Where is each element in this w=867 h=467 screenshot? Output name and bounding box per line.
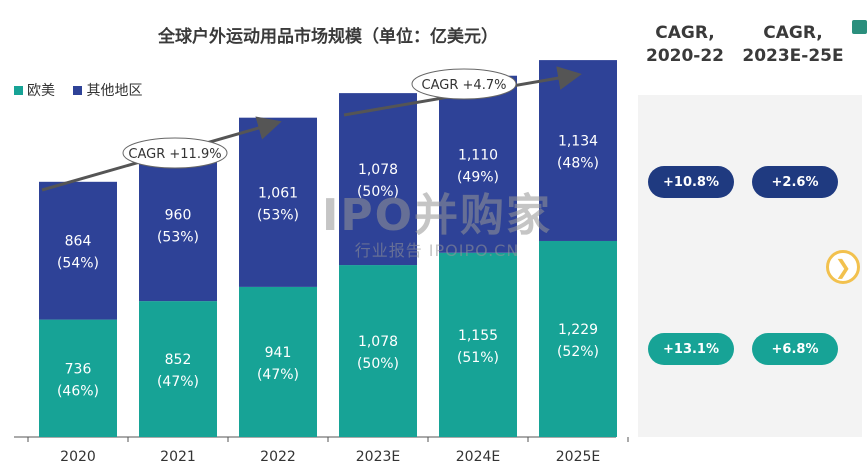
cagr-header-2023e-25e: CAGR, 2023E-25E	[738, 22, 848, 68]
legend-label-europe-america: 欧美	[27, 83, 55, 99]
bar-segment-europe-america	[139, 301, 217, 437]
cagr-ellipse	[411, 68, 517, 100]
data-label-value: 1,061	[258, 185, 298, 201]
data-label-value: 941	[265, 345, 292, 361]
bar-segment-other-regions	[239, 117, 317, 287]
x-tick-label: 2021	[160, 449, 196, 465]
bar-segment-europe-america	[539, 240, 617, 437]
bar-segment-europe-america	[339, 265, 417, 437]
legend-swatch-navy	[73, 85, 83, 95]
data-label-share: (47%)	[257, 367, 299, 383]
data-label-share: (46%)	[57, 383, 99, 399]
x-tick-label: 2020	[60, 449, 96, 465]
bar-segment-europe-america	[39, 319, 117, 437]
cagr-europe-2023e-25e: +6.8%	[752, 333, 838, 365]
cagr-header-line: 2023E-25E	[742, 46, 844, 66]
bar-segment-europe-america	[239, 286, 317, 437]
data-label-value: 960	[165, 208, 192, 224]
cagr-header-line: 2020-22	[645, 46, 725, 66]
legend-label-other-regions: 其他地区	[86, 83, 143, 99]
data-label-value: 1,078	[358, 334, 398, 350]
bar-segment-other-regions	[539, 60, 617, 241]
data-label-share: (52%)	[557, 344, 599, 360]
data-label-value: 1,110	[458, 147, 498, 163]
data-label-value: 1,229	[558, 322, 598, 338]
legend-item-other-regions: 其他地区	[73, 80, 142, 100]
cagr-annotation: CAGR +4.7%	[422, 78, 507, 93]
x-tick-label: 2025E	[556, 449, 600, 465]
cagr-header-line: CAGR,	[763, 23, 823, 43]
data-label-share: (54%)	[57, 256, 99, 272]
corner-decoration	[852, 20, 867, 34]
data-label-value: 1,134	[558, 134, 598, 150]
bar-segment-other-regions	[439, 75, 517, 253]
data-label-share: (47%)	[157, 374, 199, 390]
cagr-panel	[638, 95, 862, 437]
cagr-other-2023e-25e: +2.6%	[752, 166, 838, 198]
cagr-header-2020-22: CAGR, 2020-22	[630, 22, 740, 68]
data-label-value: 864	[65, 234, 92, 250]
bar-segment-other-regions	[139, 147, 217, 302]
data-label-share: (50%)	[357, 356, 399, 372]
cagr-ellipse	[122, 137, 228, 169]
bar-segment-europe-america	[439, 252, 517, 437]
chart-legend: 欧美 其他地区	[14, 80, 156, 100]
data-label-share: (53%)	[157, 230, 199, 246]
x-tick-label: 2024E	[456, 449, 500, 465]
data-label-share: (48%)	[557, 156, 599, 172]
cagr-annotation: CAGR +11.9%	[128, 147, 221, 162]
bar-segment-other-regions	[39, 181, 117, 320]
legend-swatch-teal	[14, 85, 23, 95]
cagr-header-line: CAGR,	[655, 23, 715, 43]
data-label-share: (49%)	[457, 169, 499, 185]
cagr-europe-2020-22: +13.1%	[648, 333, 734, 365]
chevron-right-icon[interactable]: ❯	[826, 250, 860, 284]
cagr-other-2020-22: +10.8%	[648, 166, 734, 198]
data-label-value: 736	[65, 361, 92, 377]
data-label-share: (53%)	[257, 207, 299, 223]
data-label-share: (50%)	[357, 184, 399, 200]
data-label-share: (51%)	[457, 350, 499, 366]
data-label-value: 1,078	[358, 162, 398, 178]
legend-item-europe-america: 欧美	[14, 80, 55, 100]
x-tick-label: 2023E	[356, 449, 400, 465]
data-label-value: 1,155	[458, 328, 498, 344]
data-label-value: 852	[165, 352, 192, 368]
bar-segment-other-regions	[339, 93, 417, 266]
x-tick-label: 2022	[260, 449, 296, 465]
chart-title: 全球户外运动用品市场规模（单位：亿美元）	[158, 27, 498, 47]
